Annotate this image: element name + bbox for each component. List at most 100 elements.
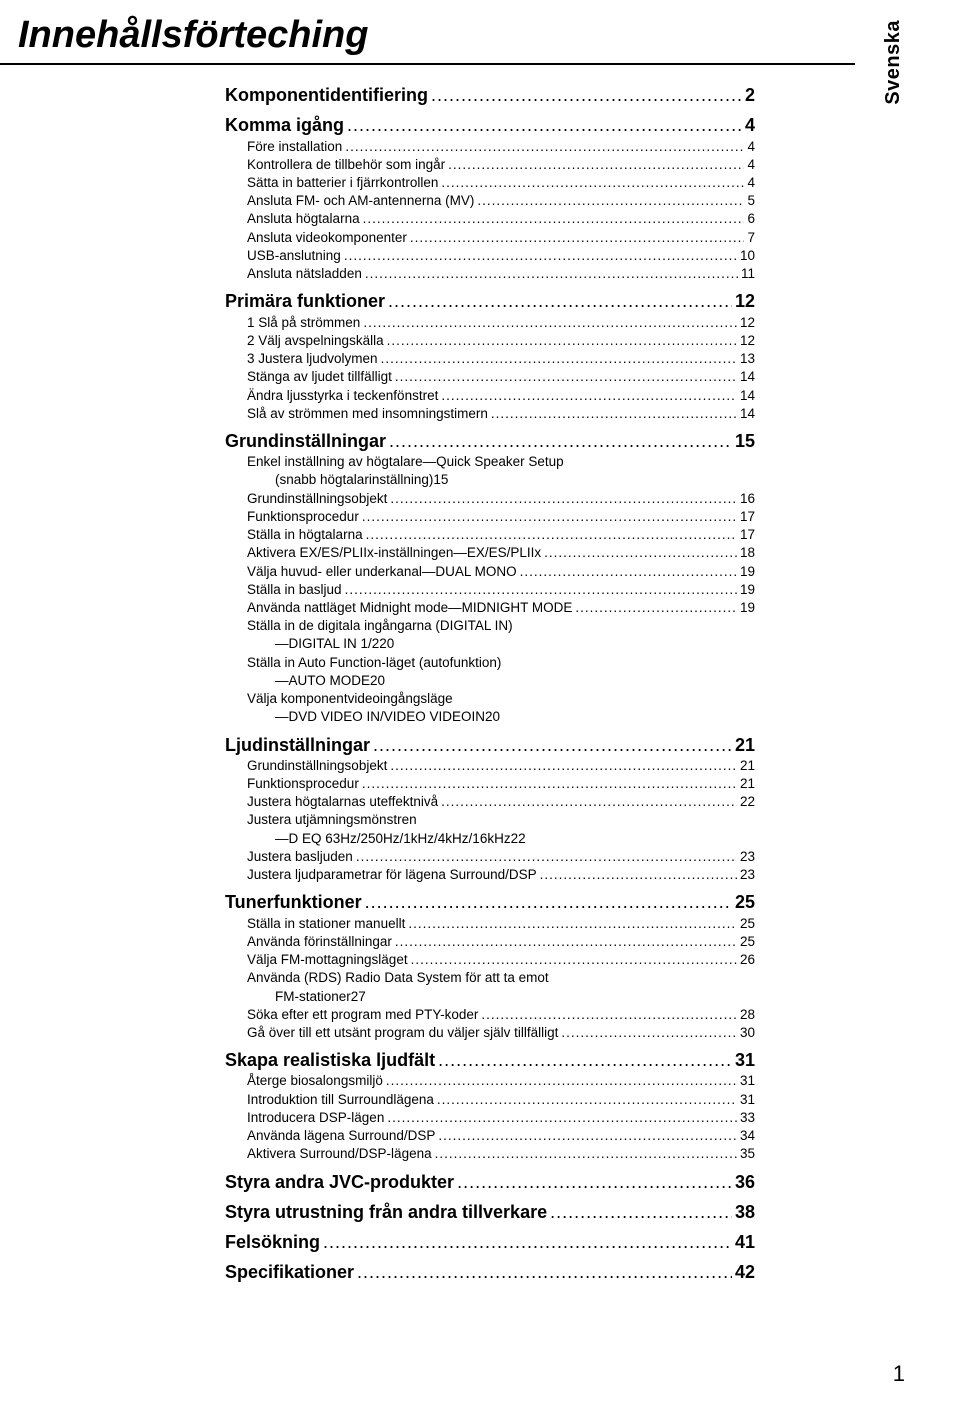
toc-entry: Styra utrustning från andra tillverkare3… [225, 1200, 755, 1224]
toc-label: USB-anslutning [247, 247, 341, 265]
toc-leader [344, 247, 737, 265]
toc-entry: 1 Slå på strömmen12 [247, 314, 755, 332]
toc-entry: Ändra ljusstyrka i teckenfönstret14 [247, 387, 755, 405]
toc-page: 19 [740, 563, 755, 581]
toc-label: Justera ljudparametrar för lägena Surrou… [247, 866, 537, 884]
toc-page: 21 [740, 775, 755, 793]
toc-leader [438, 1048, 732, 1072]
toc-label: Ställa in Auto Function-läget (autofunkt… [247, 655, 501, 670]
toc-leader [388, 289, 732, 313]
page-title: Innehållsförteching [0, 0, 855, 65]
toc-page: 36 [735, 1170, 755, 1194]
toc-entry: Aktivera EX/ES/PLIIx-inställningen—EX/ES… [247, 544, 755, 562]
toc-leader [395, 933, 737, 951]
toc-leader [544, 544, 737, 562]
toc-entry: Ställa in Auto Function-läget (autofunkt… [247, 654, 755, 672]
toc-label: Komponentidentifiering [225, 83, 428, 107]
toc-label: —AUTO MODE [275, 672, 370, 690]
toc-leader [477, 192, 744, 210]
toc-leader [441, 387, 737, 405]
toc-label: Tunerfunktioner [225, 890, 362, 914]
toc-entry: Aktivera Surround/DSP-lägena35 [247, 1145, 755, 1163]
toc-label: Komma igång [225, 113, 344, 137]
toc-label: Enkel inställning av högtalare—Quick Spe… [247, 454, 564, 469]
toc-entry: Justera basljuden23 [247, 848, 755, 866]
toc-entry: Ansluta nätsladden11 [247, 265, 755, 283]
toc-page: 25 [740, 933, 755, 951]
toc-label: Använda nattläget Midnight mode—MIDNIGHT… [247, 599, 572, 617]
toc-entry: Använda nattläget Midnight mode—MIDNIGHT… [247, 599, 755, 617]
toc-leader [362, 508, 737, 526]
toc-label: Slå av strömmen med insomningstimern [247, 405, 488, 423]
toc-label: Grundinställningsobjekt [247, 490, 387, 508]
toc-page: 5 [747, 192, 755, 210]
toc-label: Aktivera EX/ES/PLIIx-inställningen—EX/ES… [247, 544, 541, 562]
toc-label: Aktivera Surround/DSP-lägena [247, 1145, 432, 1163]
toc-page: 14 [740, 368, 755, 386]
toc-entry-continuation: —DIGITAL IN 1/220 [275, 635, 755, 653]
toc-leader [390, 757, 737, 775]
toc-page: 33 [740, 1109, 755, 1127]
toc-label: Justera utjämningsmönstren [247, 812, 417, 827]
toc-page: 28 [740, 1006, 755, 1024]
toc-label: Justera högtalarnas uteffektnivå [247, 793, 438, 811]
toc-page: 26 [740, 951, 755, 969]
toc-leader [381, 350, 737, 368]
toc-label: —D EQ 63Hz/250Hz/1kHz/4kHz/16kHz [275, 830, 511, 848]
toc-page: 19 [740, 581, 755, 599]
toc-leader [481, 1006, 737, 1024]
toc-entry: Specifikationer42 [225, 1260, 755, 1284]
toc-entry-continuation: —D EQ 63Hz/250Hz/1kHz/4kHz/16kHz22 [275, 830, 755, 848]
toc-label: Ställa in högtalarna [247, 526, 363, 544]
toc-entry: Ställa in högtalarna17 [247, 526, 755, 544]
toc-label: Ansluta högtalarna [247, 210, 360, 228]
toc-page: 22 [511, 830, 526, 848]
toc-page: 31 [740, 1091, 755, 1109]
toc-page: 22 [740, 793, 755, 811]
toc-label: Stänga av ljudet tillfälligt [247, 368, 392, 386]
toc-leader [345, 581, 737, 599]
toc-entry: Styra andra JVC-produkter36 [225, 1170, 755, 1194]
toc-entry: Ansluta FM- och AM-antennerna (MV)5 [247, 192, 755, 210]
toc-leader [387, 1109, 737, 1127]
toc-page: 20 [379, 635, 394, 653]
toc-page: 12 [740, 314, 755, 332]
toc-entry: Justera högtalarnas uteffektnivå 22 [247, 793, 755, 811]
toc-leader [448, 156, 744, 174]
toc-leader [431, 83, 742, 107]
toc-label: Välja huvud- eller underkanal—DUAL MONO [247, 563, 517, 581]
toc-leader [357, 1260, 732, 1284]
toc-leader [520, 563, 737, 581]
toc-label: Ställa in stationer manuellt [247, 915, 405, 933]
toc-leader [363, 210, 745, 228]
toc-label: Använda (RDS) Radio Data System för att … [247, 970, 549, 985]
toc-label: Ställa in basljud [247, 581, 342, 599]
toc-entry: Komma igång 4 [225, 113, 755, 137]
toc-leader [362, 775, 737, 793]
toc-leader [411, 951, 737, 969]
toc-label: Styra utrustning från andra tillverkare [225, 1200, 547, 1224]
toc-page: 4 [745, 113, 755, 137]
toc-leader [491, 405, 737, 423]
toc-label: Grundinställningar [225, 429, 386, 453]
toc-leader [386, 1072, 737, 1090]
toc-label: Använda förinställningar [247, 933, 392, 951]
toc-entry: Ljudinställningar21 [225, 733, 755, 757]
toc-entry: Gå över till ett utsänt program du välje… [247, 1024, 755, 1042]
toc-leader [540, 866, 737, 884]
toc-page: 7 [747, 229, 755, 247]
toc-label: —DIGITAL IN 1/2 [275, 635, 379, 653]
toc-label: Återge biosalongsmiljö [247, 1072, 383, 1090]
toc-entry: Ansluta högtalarna6 [247, 210, 755, 228]
toc-entry: Välja huvud- eller underkanal—DUAL MONO 1… [247, 563, 755, 581]
toc-label: Justera basljuden [247, 848, 353, 866]
toc-label: Primära funktioner [225, 289, 385, 313]
toc-page: 10 [740, 247, 755, 265]
toc-entry: Funktionsprocedur17 [247, 508, 755, 526]
toc-page: 20 [370, 672, 385, 690]
toc-entry: Slå av strömmen med insomningstimern14 [247, 405, 755, 423]
toc-label: Sätta in batterier i fjärrkontrollen [247, 174, 438, 192]
toc-entry: Introducera DSP-lägen33 [247, 1109, 755, 1127]
toc-leader [457, 1170, 732, 1194]
toc-page: 15 [735, 429, 755, 453]
